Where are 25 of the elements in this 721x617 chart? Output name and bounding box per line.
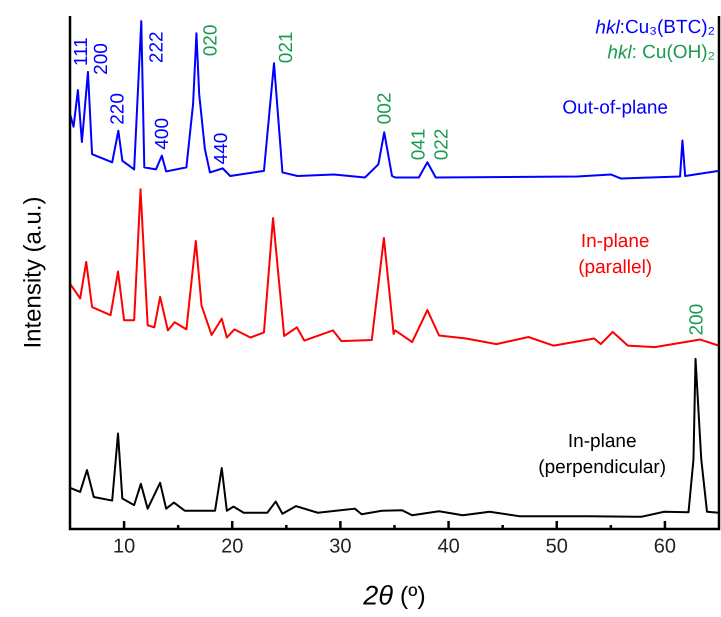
x-tick-label: 60 bbox=[654, 536, 676, 558]
annotation: 222 bbox=[146, 31, 168, 64]
annotation: 440 bbox=[210, 132, 232, 164]
x-axis-title: 2θ (º) bbox=[362, 580, 426, 611]
annotation: 200 bbox=[91, 43, 112, 75]
series-label: In-plane (perpendicular) bbox=[538, 431, 666, 478]
annotation: hkl:Cu₃(BTC)₂ bbox=[595, 17, 716, 38]
x-tick-label: 30 bbox=[329, 536, 352, 558]
series-label: Out-of-plane bbox=[562, 98, 668, 119]
text: In-plane (parallel) bbox=[578, 230, 652, 278]
annotation: 041 bbox=[408, 128, 430, 160]
annotation: 111 bbox=[71, 37, 92, 66]
annotation: 220 bbox=[108, 93, 129, 125]
annotation: hkl: Cu(OH)₂ bbox=[607, 42, 716, 64]
x-tick-label: 50 bbox=[546, 536, 568, 558]
annotation: 200 bbox=[686, 304, 708, 336]
annotation: 020 bbox=[200, 24, 222, 56]
annotation: 002 bbox=[374, 92, 396, 124]
x-tick-label: 10 bbox=[112, 536, 136, 558]
y-axis-title: Intensity (a.u.) bbox=[20, 196, 47, 349]
annotation: 022 bbox=[432, 128, 453, 160]
annotation: 400 bbox=[152, 118, 174, 150]
annotation: 021 bbox=[276, 32, 298, 64]
x-tick-label: 40 bbox=[437, 536, 460, 558]
x-tick-label: 20 bbox=[221, 536, 244, 558]
